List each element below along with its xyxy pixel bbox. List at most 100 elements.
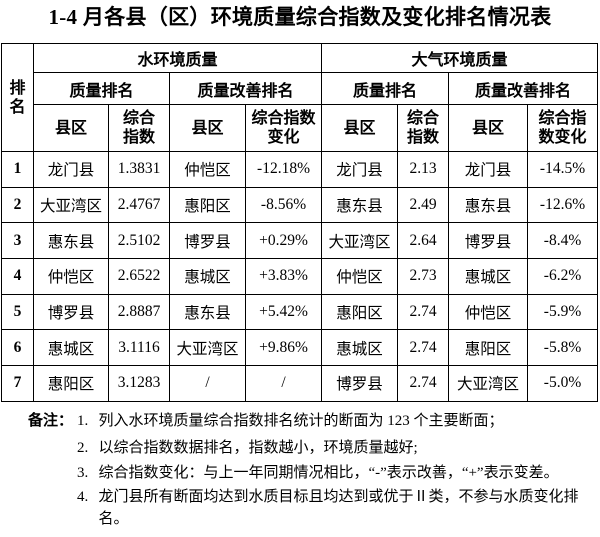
data-cell: 仲恺区 bbox=[33, 258, 109, 295]
header-water-county: 县区 bbox=[33, 104, 109, 152]
note-text: 以综合指数数据排名，指数越小，环境质量越好; bbox=[98, 440, 418, 457]
table-row: 6 惠城区 3.1116 大亚湾区 +9.86% 惠城区 2.74 惠阳区 -5.8% bbox=[1, 329, 599, 367]
header-air-improve-county: 县区 bbox=[448, 104, 529, 152]
header-water-quality-rank: 质量排名 bbox=[33, 72, 170, 105]
data-cell: 惠阳区 bbox=[33, 365, 109, 402]
header-air-index: 综合 指数 bbox=[397, 104, 450, 152]
data-cell: 2.5102 bbox=[108, 222, 170, 260]
data-cell: 惠阳区 bbox=[448, 329, 529, 367]
data-cell: +0.29% bbox=[244, 222, 323, 260]
data-cell: 2.73 bbox=[397, 258, 450, 295]
table-row: 3 惠东县 2.5102 博罗县 +0.29% 大亚湾区 2.64 博罗县 -8.4% bbox=[1, 222, 599, 260]
data-cell: 博罗县 bbox=[448, 222, 529, 260]
rank-cell: 5 bbox=[1, 293, 34, 331]
data-cell: 大亚湾区 bbox=[321, 222, 399, 260]
data-cell: -5.9% bbox=[527, 293, 599, 331]
note-number: 4. bbox=[77, 489, 89, 506]
header-air-quality-rank: 质量排名 bbox=[321, 72, 450, 105]
data-cell: -14.5% bbox=[527, 151, 599, 188]
data-cell: 大亚湾区 bbox=[169, 329, 246, 367]
rank-cell: 6 bbox=[1, 329, 34, 367]
data-cell: -8.56% bbox=[244, 186, 323, 224]
rank-cell: 1 bbox=[1, 151, 34, 188]
note-text: 列入水环境质量综合指数排名统计的断面为 123 个主要断面； bbox=[98, 412, 504, 429]
notes-list: 1. 列入水环境质量综合指数排名统计的断面为 123 个主要断面； 2. 以综合指数数… bbox=[77, 411, 579, 534]
note-number: 1. bbox=[77, 412, 89, 429]
data-cell: 2.49 bbox=[397, 186, 450, 224]
header-water-improve-rank: 质量改善排名 bbox=[168, 72, 323, 105]
data-cell: 仲恺区 bbox=[321, 258, 399, 295]
rank-cell: 3 bbox=[1, 222, 34, 260]
data-cell: 2.74 bbox=[397, 329, 450, 367]
data-cell: 大亚湾区 bbox=[448, 365, 529, 402]
data-cell: 惠东县 bbox=[169, 293, 246, 331]
note-item: 1. 列入水环境质量综合指数排名统计的断面为 123 个主要断面； bbox=[77, 411, 577, 433]
data-cell: / bbox=[169, 365, 246, 402]
data-cell: 仲恺区 bbox=[448, 293, 529, 331]
data-cell: 2.4767 bbox=[108, 186, 170, 224]
header-rank: 排 名 bbox=[1, 43, 34, 152]
header-water-improve-county: 县区 bbox=[169, 104, 246, 152]
data-cell: 2.74 bbox=[397, 365, 450, 402]
data-cell: 仲恺区 bbox=[169, 151, 246, 188]
data-cell: 惠城区 bbox=[448, 258, 529, 295]
note-text: 龙门县所有断面均达到水质目标且均达到或优于Ⅱ类，不参与水质变化排名。 bbox=[98, 489, 579, 527]
data-cell: +5.42% bbox=[244, 293, 323, 331]
data-cell: 大亚湾区 bbox=[33, 186, 109, 224]
data-cell: +3.83% bbox=[244, 258, 323, 295]
note-item: 2. 以综合指数数据排名，指数越小，环境质量越好; bbox=[77, 438, 577, 460]
header-water-quality: 水环境质量 bbox=[32, 43, 323, 73]
notes-section: 备注： 1. 列入水环境质量综合指数排名统计的断面为 123 个主要断面； 2. 以综… bbox=[0, 411, 600, 534]
table-row: 1 龙门县 1.3831 仲恺区 -12.18% 龙门县 2.13 龙门县 -14.5% bbox=[1, 151, 599, 188]
data-cell: 2.74 bbox=[397, 293, 450, 331]
ranking-table: 排 名 水环境质量 大气环境质量 质量排名 质量改善排名 质量排名 质量改善排名… bbox=[1, 43, 599, 402]
page-title: 1-4 月各县（区）环境质量综合指数及变化排名情况表 bbox=[48, 5, 552, 29]
header-air-index-change: 综合指 数变化 bbox=[527, 104, 599, 152]
note-text: 综合指数变化：与上一年同期情况相比，“-”表示改善，“+”表示变差。 bbox=[98, 464, 559, 481]
data-cell: 惠城区 bbox=[169, 258, 246, 295]
notes-label: 备注： bbox=[28, 412, 74, 429]
table-row: 4 仲恺区 2.6522 惠城区 +3.83% 仲恺区 2.73 惠城区 -6.2% bbox=[1, 258, 599, 295]
data-cell: 2.13 bbox=[397, 151, 450, 188]
note-item: 4. 龙门县所有断面均达到水质目标且均达到或优于Ⅱ类，不参与水质变化排名。 bbox=[77, 487, 579, 530]
rank-cell: 2 bbox=[1, 186, 34, 224]
data-cell: -5.0% bbox=[527, 365, 599, 402]
data-cell: 惠东县 bbox=[321, 186, 399, 224]
data-cell: 博罗县 bbox=[321, 365, 399, 402]
header-water-index: 综合 指数 bbox=[108, 104, 170, 152]
data-cell: 3.1116 bbox=[108, 329, 170, 367]
data-cell: 惠城区 bbox=[33, 329, 109, 367]
data-cell: / bbox=[244, 365, 323, 402]
header-air-quality: 大气环境质量 bbox=[321, 43, 599, 73]
data-cell: 惠东县 bbox=[33, 222, 109, 260]
data-cell: +9.86% bbox=[244, 329, 323, 367]
data-cell: 3.1283 bbox=[108, 365, 170, 402]
data-cell: -5.8% bbox=[527, 329, 599, 367]
note-item: 3. 综合指数变化：与上一年同期情况相比，“-”表示改善，“+”表示变差。 bbox=[77, 463, 577, 485]
data-cell: -12.18% bbox=[244, 151, 323, 188]
data-cell: -12.6% bbox=[527, 186, 599, 224]
table-row: 2 大亚湾区 2.4767 惠阳区 -8.56% 惠东县 2.49 惠东县 -12.6% bbox=[1, 186, 599, 224]
table-row: 7 惠阳区 3.1283// 博罗县 2.74 大亚湾区 -5.0% bbox=[1, 365, 599, 402]
data-cell: -8.4% bbox=[527, 222, 599, 260]
data-cell: 2.6522 bbox=[108, 258, 170, 295]
data-cell: 惠阳区 bbox=[321, 293, 399, 331]
rank-cell: 7 bbox=[1, 365, 34, 402]
data-cell: 惠东县 bbox=[448, 186, 529, 224]
data-cell: 龙门县 bbox=[448, 151, 529, 188]
table-row: 5 博罗县 2.8887 惠东县 +5.42% 惠阳区 2.74 仲恺区 -5.9% bbox=[1, 293, 599, 331]
data-cell: -6.2% bbox=[527, 258, 599, 295]
data-cell: 龙门县 bbox=[321, 151, 399, 188]
data-cell: 1.3831 bbox=[108, 151, 170, 188]
header-air-improve-rank: 质量改善排名 bbox=[448, 72, 599, 105]
header-air-county: 县区 bbox=[321, 104, 399, 152]
data-cell: 博罗县 bbox=[33, 293, 109, 331]
note-number: 2. bbox=[77, 440, 89, 457]
data-cell: 惠城区 bbox=[321, 329, 399, 367]
data-cell: 惠阳区 bbox=[169, 186, 246, 224]
note-number: 3. bbox=[77, 464, 89, 481]
header-water-index-change: 综合指数 变化 bbox=[244, 104, 323, 152]
rank-cell: 4 bbox=[1, 258, 34, 295]
data-cell: 2.64 bbox=[397, 222, 450, 260]
data-cell: 龙门县 bbox=[33, 151, 109, 188]
